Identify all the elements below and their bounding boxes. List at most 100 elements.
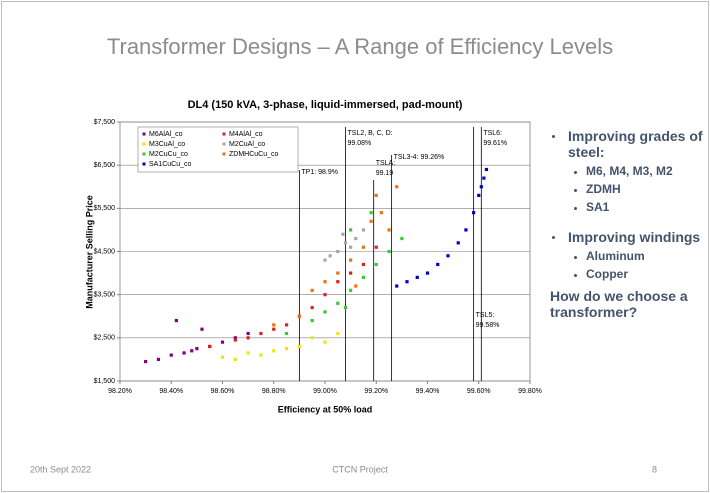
bullet: Improving grades of steel: <box>550 128 705 160</box>
y-tick-label: $2,500 <box>94 335 116 342</box>
x-tick-label: 98.80% <box>262 388 286 395</box>
y-tick-label: $6,500 <box>94 162 116 169</box>
side-text: Improving grades of steel: M6, M4, M3, M2… <box>550 128 705 320</box>
point <box>272 323 276 327</box>
legend-label: M2CuAl_co <box>229 141 265 148</box>
annotation-label: TSL3-4: 99.26% <box>394 154 445 161</box>
legend-label: SA1CuCu_co <box>149 161 192 168</box>
legend-marker <box>142 142 146 146</box>
footer-date: 20th Sept 2022 <box>30 464 91 474</box>
x-tick-label: 99.80% <box>518 388 542 395</box>
point <box>484 167 489 172</box>
point <box>354 236 358 241</box>
y-tick-label: $3,500 <box>94 292 116 299</box>
point <box>472 211 476 215</box>
point <box>156 357 161 362</box>
annotation-label: TSLA: <box>376 160 396 167</box>
legend-marker <box>222 142 226 146</box>
point <box>361 275 366 279</box>
point <box>349 271 353 275</box>
point <box>323 258 327 262</box>
legend-label: M4AlAl_co <box>229 131 263 138</box>
y-axis-label: Manufacturer Selling Price <box>84 195 94 309</box>
point <box>259 353 263 357</box>
point <box>233 357 237 362</box>
point <box>374 262 378 267</box>
point <box>310 336 314 340</box>
sub-bullet: M6, M4, M3, M2 <box>574 164 705 179</box>
point <box>182 351 186 355</box>
point <box>349 228 353 232</box>
point <box>246 336 250 340</box>
annotation-label: TSL6: <box>483 130 502 137</box>
x-tick-label: 98.60% <box>211 388 235 395</box>
point <box>272 327 276 331</box>
point <box>464 228 468 232</box>
x-axis-label: Efficiency at 50% load <box>278 404 373 414</box>
y-tick-label: $1,500 <box>94 378 116 385</box>
point <box>361 262 366 267</box>
point <box>400 236 404 241</box>
annotation-label: 99.61% <box>483 140 507 147</box>
legend-label: M6AlAl_co <box>149 131 183 138</box>
x-tick-label: 98.40% <box>159 388 183 395</box>
point <box>144 359 148 364</box>
legend-marker <box>142 152 146 156</box>
y-tick-label: $7,500 <box>94 119 116 126</box>
point <box>387 249 391 254</box>
point <box>272 349 276 353</box>
point <box>190 349 194 353</box>
point <box>310 306 314 310</box>
point <box>259 331 263 336</box>
legend-label: ZDMHCuCu_co <box>229 151 279 158</box>
point <box>174 318 178 323</box>
point <box>246 351 250 355</box>
sub-bullet: Copper <box>574 267 705 282</box>
point <box>479 185 483 189</box>
point <box>336 331 340 336</box>
point <box>361 228 366 232</box>
point <box>425 271 430 275</box>
point <box>246 331 250 336</box>
legend-label: M3CuAl_co <box>149 141 185 148</box>
annotation-label: TSL5: <box>476 312 495 319</box>
point <box>349 288 353 292</box>
point <box>395 185 399 189</box>
point <box>323 340 327 344</box>
point <box>374 193 378 197</box>
point <box>233 336 237 340</box>
legend-box <box>137 126 299 173</box>
footer-center: CTCN Project <box>332 464 388 474</box>
point <box>369 219 373 223</box>
annotation-label: 99.19 <box>376 170 394 177</box>
annotation-label: TSL2, B, C, D: <box>348 130 393 137</box>
legend-marker <box>142 132 146 136</box>
sub-bullet: Aluminum <box>574 249 705 264</box>
point <box>284 347 289 351</box>
point <box>369 211 373 215</box>
footer-page: 8 <box>652 464 657 474</box>
point <box>343 306 348 310</box>
point <box>477 193 481 197</box>
point <box>349 258 353 262</box>
point <box>336 280 340 284</box>
legend-label: M2CuCu_co <box>149 151 188 158</box>
point <box>379 211 383 215</box>
x-tick-label: 99.40% <box>416 388 440 395</box>
bullet-group: Improving grades of steel: M6, M4, M3, M2… <box>550 128 705 215</box>
point <box>297 314 301 318</box>
point <box>395 284 399 288</box>
point <box>361 245 366 249</box>
point <box>220 340 225 344</box>
legend-marker <box>222 132 226 136</box>
legend-marker <box>222 152 226 156</box>
point <box>415 275 419 279</box>
point <box>374 245 378 249</box>
point <box>328 254 332 258</box>
annotation-label: TP1: 98.9% <box>301 169 338 176</box>
point <box>169 353 173 357</box>
point <box>336 271 340 275</box>
point <box>341 232 345 236</box>
